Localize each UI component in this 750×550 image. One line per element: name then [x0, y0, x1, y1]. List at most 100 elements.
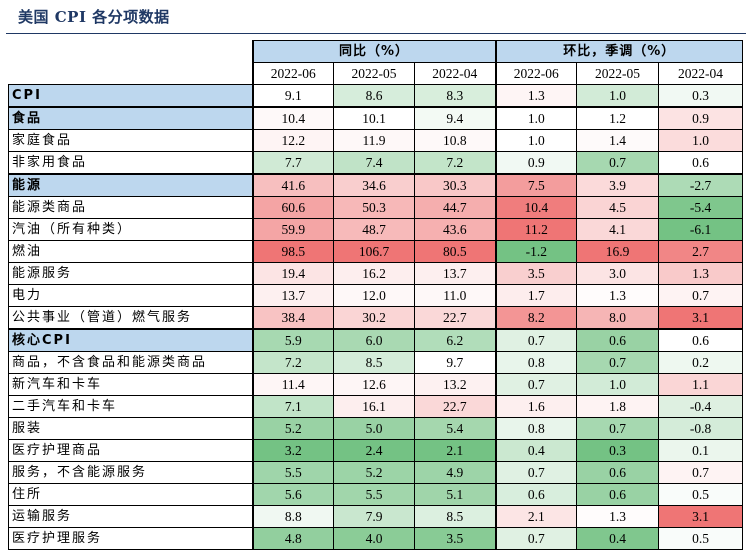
yoy-value-cell: 9.4 [413, 106, 497, 130]
yoy-value-cell: 8.5 [333, 351, 415, 374]
mom-value-cell: 0.7 [494, 461, 578, 484]
mom-value-cell: 1.3 [494, 84, 578, 108]
mom-value-cell: 0.3 [658, 84, 744, 108]
yoy-group-header: 同比（%） [251, 40, 497, 63]
mom-value-cell: 1.3 [658, 262, 744, 285]
row-label: 非家用食品 [8, 151, 254, 175]
mom-value-cell: 4.1 [576, 218, 660, 241]
yoy-value-cell: 11.9 [333, 129, 415, 152]
page-title: 美国 CPI 各分项数据 [18, 8, 170, 26]
row-label: 燃油 [8, 240, 254, 263]
mom-value-cell: 0.7 [576, 351, 660, 374]
mom-date-header: 2022-05 [576, 62, 660, 85]
mom-value-cell: 3.1 [658, 306, 744, 330]
row-label: 食品 [8, 106, 254, 130]
row-label: 商品，不含食品和能源类商品 [8, 351, 254, 374]
mom-value-cell: 3.1 [658, 505, 744, 528]
table-row: 服装 5.2 5.0 5.4 0.8 0.7 -0.8 [8, 417, 744, 440]
mom-value-cell: 0.6 [658, 328, 744, 352]
mom-value-cell: -2.7 [658, 173, 744, 197]
mom-value-cell: -1.2 [494, 240, 578, 263]
yoy-value-cell: 12.6 [333, 373, 415, 396]
mom-value-cell: 8.0 [576, 306, 660, 330]
yoy-value-cell: 9.7 [413, 351, 497, 374]
table-row: 汽油（所有种类） 59.9 48.7 43.6 11.2 4.1 -6.1 [8, 218, 744, 241]
row-label: 住所 [8, 483, 254, 506]
yoy-value-cell: 4.9 [413, 461, 497, 484]
corner-cell [8, 40, 254, 85]
yoy-value-cell: 8.5 [413, 505, 497, 528]
mom-value-cell: 0.4 [494, 439, 578, 462]
mom-value-cell: 0.7 [494, 328, 578, 352]
mom-value-cell: 4.5 [576, 196, 660, 219]
table-row: 电力 13.7 12.0 11.0 1.7 1.3 0.7 [8, 284, 744, 307]
mom-value-cell: 1.0 [658, 129, 744, 152]
row-label: 能源 [8, 173, 254, 197]
yoy-value-cell: 5.4 [413, 417, 497, 440]
table-row: 新汽车和卡车 11.4 12.6 13.2 0.7 1.0 1.1 [8, 373, 744, 396]
row-label: 二手汽车和卡车 [8, 395, 254, 418]
row-label: 运输服务 [8, 505, 254, 528]
table-row: 能源类商品 60.6 50.3 44.7 10.4 4.5 -5.4 [8, 196, 744, 219]
yoy-value-cell: 22.7 [413, 306, 497, 330]
yoy-value-cell: 30.3 [413, 173, 497, 197]
mom-value-cell: 0.6 [576, 483, 660, 506]
mom-value-cell: 3.0 [576, 262, 660, 285]
table-row: 二手汽车和卡车 7.1 16.1 22.7 1.6 1.8 -0.4 [8, 395, 744, 418]
yoy-value-cell: 22.7 [413, 395, 497, 418]
table-row: 燃油 98.5 106.7 80.5 -1.2 16.9 2.7 [8, 240, 744, 263]
table-row: 服务，不含能源服务 5.5 5.2 4.9 0.7 0.6 0.7 [8, 461, 744, 484]
row-label: 核心CPI [8, 328, 254, 352]
mom-value-cell: 0.5 [658, 527, 744, 550]
mom-value-cell: 3.5 [494, 262, 578, 285]
mom-value-cell: 11.2 [494, 218, 578, 241]
table-row: 商品，不含食品和能源类商品 7.2 8.5 9.7 0.8 0.7 0.2 [8, 351, 744, 374]
yoy-value-cell: 5.6 [252, 483, 334, 506]
mom-value-cell: 10.4 [494, 196, 578, 219]
yoy-value-cell: 4.0 [333, 527, 415, 550]
yoy-date-header: 2022-05 [333, 62, 415, 85]
yoy-value-cell: 7.1 [252, 395, 334, 418]
yoy-value-cell: 16.2 [333, 262, 415, 285]
yoy-value-cell: 98.5 [252, 240, 334, 263]
yoy-value-cell: 7.2 [252, 351, 334, 374]
row-label: 服装 [8, 417, 254, 440]
yoy-value-cell: 7.9 [333, 505, 415, 528]
yoy-value-cell: 48.7 [333, 218, 415, 241]
mom-value-cell: 1.0 [494, 129, 578, 152]
yoy-value-cell: 5.5 [333, 483, 415, 506]
yoy-value-cell: 106.7 [333, 240, 415, 263]
yoy-value-cell: 12.0 [333, 284, 415, 307]
mom-date-header: 2022-04 [658, 62, 744, 85]
yoy-value-cell: 60.6 [252, 196, 334, 219]
table-row: 运输服务 8.8 7.9 8.5 2.1 1.3 3.1 [8, 505, 744, 528]
mom-value-cell: -5.4 [658, 196, 744, 219]
mom-value-cell: 0.1 [658, 439, 744, 462]
mom-value-cell: 1.0 [494, 106, 578, 130]
table-row: 能源 41.6 34.6 30.3 7.5 3.9 -2.7 [8, 173, 744, 197]
row-label: 能源服务 [8, 262, 254, 285]
row-label: 新汽车和卡车 [8, 373, 254, 396]
yoy-value-cell: 13.7 [252, 284, 334, 307]
yoy-value-cell: 44.7 [413, 196, 497, 219]
yoy-value-cell: 30.2 [333, 306, 415, 330]
mom-value-cell: 0.7 [658, 461, 744, 484]
yoy-value-cell: 41.6 [252, 173, 334, 197]
yoy-value-cell: 34.6 [333, 173, 415, 197]
mom-value-cell: 1.2 [576, 106, 660, 130]
mom-value-cell: -0.8 [658, 417, 744, 440]
mom-value-cell: 0.6 [658, 151, 744, 175]
mom-value-cell: 0.6 [576, 461, 660, 484]
table-row: 核心CPI 5.9 6.0 6.2 0.7 0.6 0.6 [8, 328, 744, 352]
yoy-value-cell: 7.2 [413, 151, 497, 175]
row-label: 汽油（所有种类） [8, 218, 254, 241]
yoy-value-cell: 7.7 [252, 151, 334, 175]
table-row: 医疗护理服务 4.8 4.0 3.5 0.7 0.4 0.5 [8, 527, 744, 550]
mom-date-header: 2022-06 [494, 62, 578, 85]
row-label: 服务，不含能源服务 [8, 461, 254, 484]
mom-value-cell: 0.3 [576, 439, 660, 462]
yoy-value-cell: 3.5 [413, 527, 497, 550]
row-label: 家庭食品 [8, 129, 254, 152]
yoy-value-cell: 3.2 [252, 439, 334, 462]
yoy-value-cell: 10.4 [252, 106, 334, 130]
